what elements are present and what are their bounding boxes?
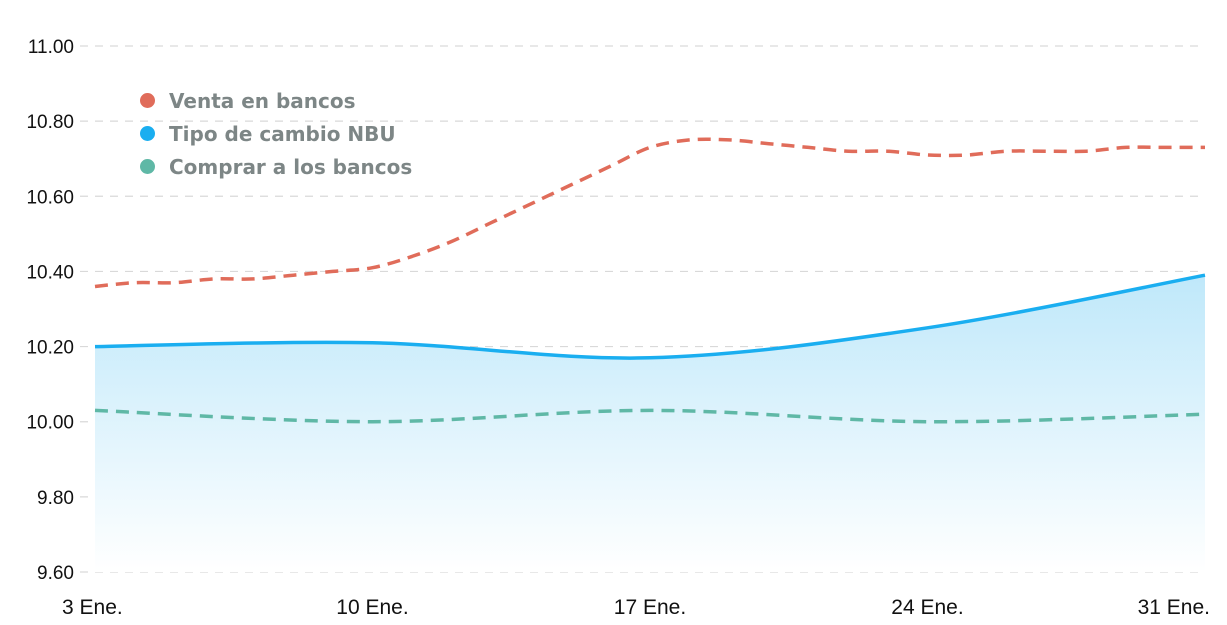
series-area-nbu	[95, 275, 1205, 572]
legend-label-comprar: Comprar a los bancos	[169, 154, 413, 179]
legend-dot-venta	[140, 93, 155, 108]
legend-item-nbu[interactable]: Tipo de cambio NBU	[140, 117, 412, 150]
y-tick-label: 10.40	[26, 262, 74, 283]
y-tick-label: 10.20	[26, 338, 74, 359]
x-axis-ticks: 3 Ene. 10 Ene. 17 Ene. 24 Ene. 31 Ene.	[62, 596, 1210, 619]
legend-label-venta: Venta en bancos	[169, 88, 356, 113]
series-line-nbu[interactable]	[94, 273, 1206, 360]
y-tick-label: 9.60	[37, 563, 74, 584]
series-line-comprar[interactable]	[94, 408, 1206, 424]
legend-dot-nbu	[140, 126, 155, 141]
x-tick-label: 24 Ene.	[891, 596, 963, 619]
y-tick-label: 10.00	[26, 413, 74, 434]
x-tick-label: 31 Ene.	[1138, 596, 1210, 619]
y-tick-label: 10.60	[26, 187, 74, 208]
y-tick-label: 10.80	[26, 112, 74, 133]
legend-item-venta[interactable]: Venta en bancos	[140, 84, 412, 117]
y-tick-label: 11.00	[28, 37, 74, 58]
x-tick-label: 3 Ene.	[62, 596, 123, 619]
series-lines	[94, 137, 1206, 424]
legend: Venta en bancos Tipo de cambio NBU Compr…	[140, 84, 412, 183]
y-axis-ticks: 9.60 9.80 10.00 10.20 10.40 10.60 10.80 11.00	[26, 37, 74, 584]
legend-label-nbu: Tipo de cambio NBU	[169, 121, 396, 146]
legend-item-comprar[interactable]: Comprar a los bancos	[140, 150, 412, 183]
x-tick-label: 10 Ene.	[336, 596, 408, 619]
x-tick-label: 17 Ene.	[614, 596, 686, 619]
series-line-venta[interactable]	[94, 137, 1205, 289]
area-fill	[95, 275, 1205, 572]
legend-dot-comprar	[140, 159, 155, 174]
y-tick-label: 9.80	[37, 488, 74, 509]
